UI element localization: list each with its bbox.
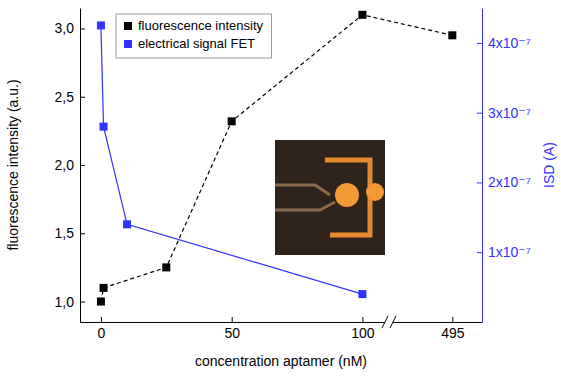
- tick-label: 3x10⁻⁷: [488, 105, 531, 121]
- tick: 1,0: [55, 294, 85, 310]
- tick-label: 4x10⁻⁷: [488, 35, 531, 51]
- axis-break-gap: [385, 316, 393, 328]
- plot-area: [97, 11, 456, 306]
- tick-label: 3,0: [55, 20, 75, 36]
- legend-marker: [124, 22, 132, 30]
- data-point: [228, 117, 236, 125]
- data-point: [123, 220, 131, 228]
- data-point: [100, 284, 108, 292]
- tick-mark: [477, 182, 482, 183]
- y-axis-title: fluorescence intensity (a.u.): [5, 79, 21, 250]
- axis-break: [382, 316, 396, 328]
- tick: 100: [351, 317, 375, 341]
- tick-mark: [80, 97, 85, 98]
- y-axis: 1,0 1,5 2,0 2,5 3,0: [55, 9, 85, 323]
- tick-mark: [477, 43, 482, 44]
- tick-label: 50: [224, 325, 240, 341]
- axis-line: [482, 9, 483, 323]
- data-point: [100, 123, 108, 131]
- legend-box: [116, 14, 272, 58]
- tick-mark: [80, 165, 85, 166]
- inset-image: [275, 140, 385, 255]
- tick-label: 100: [351, 325, 375, 341]
- tick-label: 1,5: [55, 225, 75, 241]
- legend-marker: [124, 40, 132, 48]
- axis-line: [81, 322, 483, 323]
- tick: 50: [224, 317, 240, 341]
- tick-mark: [232, 317, 233, 322]
- data-point: [97, 21, 105, 29]
- axis-break-mark: [382, 316, 388, 328]
- data-point: [448, 31, 456, 39]
- inset-lead: [275, 185, 335, 210]
- tick: 495: [441, 317, 465, 341]
- series-line: [101, 15, 452, 302]
- legend: fluorescence intensity electrical signal …: [116, 14, 272, 58]
- tick-mark: [452, 317, 453, 322]
- tick-label: 2,5: [55, 89, 75, 105]
- tick-label: 0: [98, 325, 106, 341]
- data-point: [97, 298, 105, 306]
- tick-mark: [477, 113, 482, 114]
- chart: 0 50 100 495 1,0 1,5 2,0 2,5 3,0 1x10⁻⁷ 2x10⁻⁷ 3x10…: [0, 0, 561, 383]
- inset-spot: [335, 183, 359, 207]
- data-point: [358, 11, 366, 19]
- tick: 3x10⁻⁷: [477, 105, 531, 121]
- tick-mark: [362, 317, 363, 322]
- tick-label: 2x10⁻⁷: [488, 174, 531, 190]
- axis-break-mark: [390, 316, 396, 328]
- inset-spot: [366, 183, 384, 201]
- legend-label: fluorescence intensity: [138, 18, 264, 33]
- legend-label: electrical signal FET: [138, 36, 255, 51]
- tick: 2,0: [55, 157, 85, 173]
- tick: 2x10⁻⁷: [477, 174, 531, 190]
- series-line: [101, 25, 362, 294]
- x-axis: 0 50 100 495: [81, 317, 483, 341]
- tick-label: 1x10⁻⁷: [488, 244, 531, 260]
- tick-mark: [80, 28, 85, 29]
- tick: 2,5: [55, 89, 85, 105]
- tick: 3,0: [55, 20, 85, 36]
- tick-mark: [477, 252, 482, 253]
- tick: 1x10⁻⁷: [477, 244, 531, 260]
- inset-background: [275, 140, 385, 255]
- data-point: [162, 263, 170, 271]
- tick: 1,5: [55, 225, 85, 241]
- tick-label: 1,0: [55, 294, 75, 310]
- tick: 4x10⁻⁷: [477, 35, 531, 51]
- y2-axis: 1x10⁻⁷ 2x10⁻⁷ 3x10⁻⁷ 4x10⁻⁷: [477, 9, 531, 323]
- inset-electrode: [325, 160, 370, 235]
- tick-label: 2,0: [55, 157, 75, 173]
- data-point: [358, 290, 366, 298]
- tick: 0: [98, 317, 106, 341]
- tick-mark: [80, 233, 85, 234]
- tick-mark: [80, 302, 85, 303]
- tick-mark: [101, 317, 102, 322]
- y2-axis-title: ISD (A): [541, 142, 557, 188]
- x-axis-title: concentration aptamer (nM): [195, 353, 367, 369]
- tick-label: 495: [441, 325, 465, 341]
